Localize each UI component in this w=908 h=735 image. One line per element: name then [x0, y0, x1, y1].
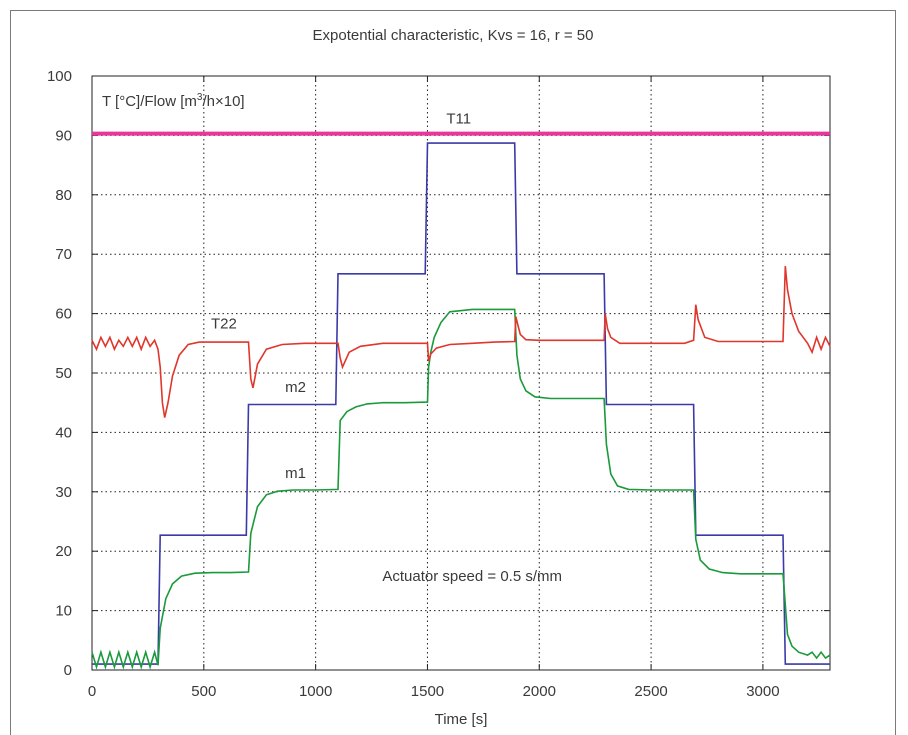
x-axis-ticks: 0 500 1000 1500 2000 2500 3000 — [88, 76, 780, 700]
chart-title: Expotential characteristic, Kvs = 16, r … — [313, 27, 594, 44]
x-tick-label: 2000 — [523, 683, 556, 700]
x-tick-label: 1000 — [299, 683, 332, 700]
y-axis-label-sup: 3 — [197, 92, 203, 103]
x-tick-label: 0 — [88, 683, 96, 700]
x-tick-label: 1500 — [411, 683, 444, 700]
series-labels: T11 T22 m2 m1 — [211, 111, 471, 483]
x-tick-label: 3000 — [746, 683, 779, 700]
series-layer — [91, 131, 831, 670]
y-tick-label: 80 — [55, 187, 72, 204]
series-label-m2: m2 — [285, 379, 306, 396]
y-tick-label: 50 — [55, 365, 72, 382]
y-tick-label: 0 — [64, 662, 72, 679]
y-axis-label-tail: /h×10] — [202, 93, 244, 110]
x-tick-label: 2500 — [634, 683, 667, 700]
series-line-t22 — [91, 266, 831, 418]
y-axis-label: T [°C]/Flow [m3/h×10] — [102, 92, 245, 110]
y-tick-label: 30 — [55, 484, 72, 501]
y-tick-label: 20 — [55, 543, 72, 560]
series-label-t22: T22 — [211, 315, 237, 332]
y-tick-label: 10 — [55, 603, 72, 620]
y-tick-label: 70 — [55, 246, 72, 263]
y-axis-ticks: 0 10 20 30 40 50 60 70 80 90 100 — [47, 68, 830, 679]
x-tick-label: 500 — [191, 683, 216, 700]
y-tick-label: 90 — [55, 127, 72, 144]
figure-frame — [10, 10, 896, 735]
y-tick-label: 40 — [55, 424, 72, 441]
y-tick-label: 100 — [47, 68, 72, 85]
actuator-speed-annotation: Actuator speed = 0.5 s/mm — [382, 568, 562, 585]
y-axis-label-main: T [°C]/Flow [m — [102, 93, 197, 110]
x-axis-label: Time [s] — [435, 711, 488, 728]
series-label-t11: T11 — [446, 111, 471, 128]
grid — [92, 76, 830, 670]
y-tick-label: 60 — [55, 306, 72, 323]
series-line-m2 — [92, 142, 830, 665]
series-line-m1 — [91, 308, 831, 670]
series-label-m1: m1 — [285, 465, 306, 482]
